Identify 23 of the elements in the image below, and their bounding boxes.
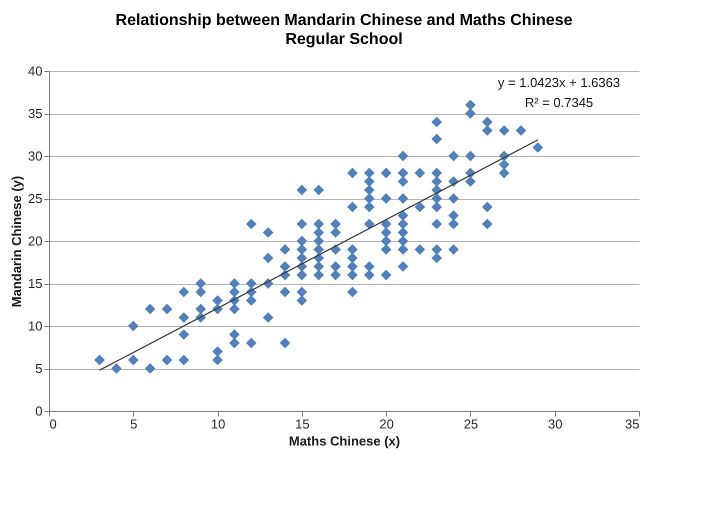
y-tick-label: 35	[28, 106, 42, 121]
x-tick-label: 10	[210, 416, 226, 432]
x-tick-label: 25	[464, 416, 478, 432]
x-tick-label: 20	[379, 416, 394, 432]
x-tick-label: 30	[548, 416, 562, 432]
x-tick-label: 15	[295, 416, 310, 432]
annotation: y = 1.0423x + 1.6363	[498, 75, 620, 90]
y-tick-label: 5	[35, 361, 42, 376]
y-tick-label: 25	[28, 191, 42, 206]
y-tick-label: 0	[35, 404, 42, 418]
x-tick-label: 5	[130, 416, 138, 432]
chart-subtitle: Regular School	[285, 31, 403, 48]
annotation: R² = 0.7345	[524, 95, 594, 110]
y-tick-label: 15	[28, 276, 42, 291]
x-axis-title: Maths Chinese (x)	[288, 434, 400, 448]
y-tick-label: 10	[28, 318, 42, 334]
y-tick-label: 30	[28, 148, 42, 164]
y-tick-label: 40	[28, 64, 42, 78]
y-tick-label: 20	[28, 234, 42, 248]
y-axis-title: Mandarin Chinese (y)	[9, 176, 24, 308]
x-tick-label: 0	[50, 416, 57, 432]
chart-title: Relationship between Mandarin Chinese and Maths Chinese	[116, 12, 573, 29]
x-tick-label: 35	[625, 416, 640, 432]
